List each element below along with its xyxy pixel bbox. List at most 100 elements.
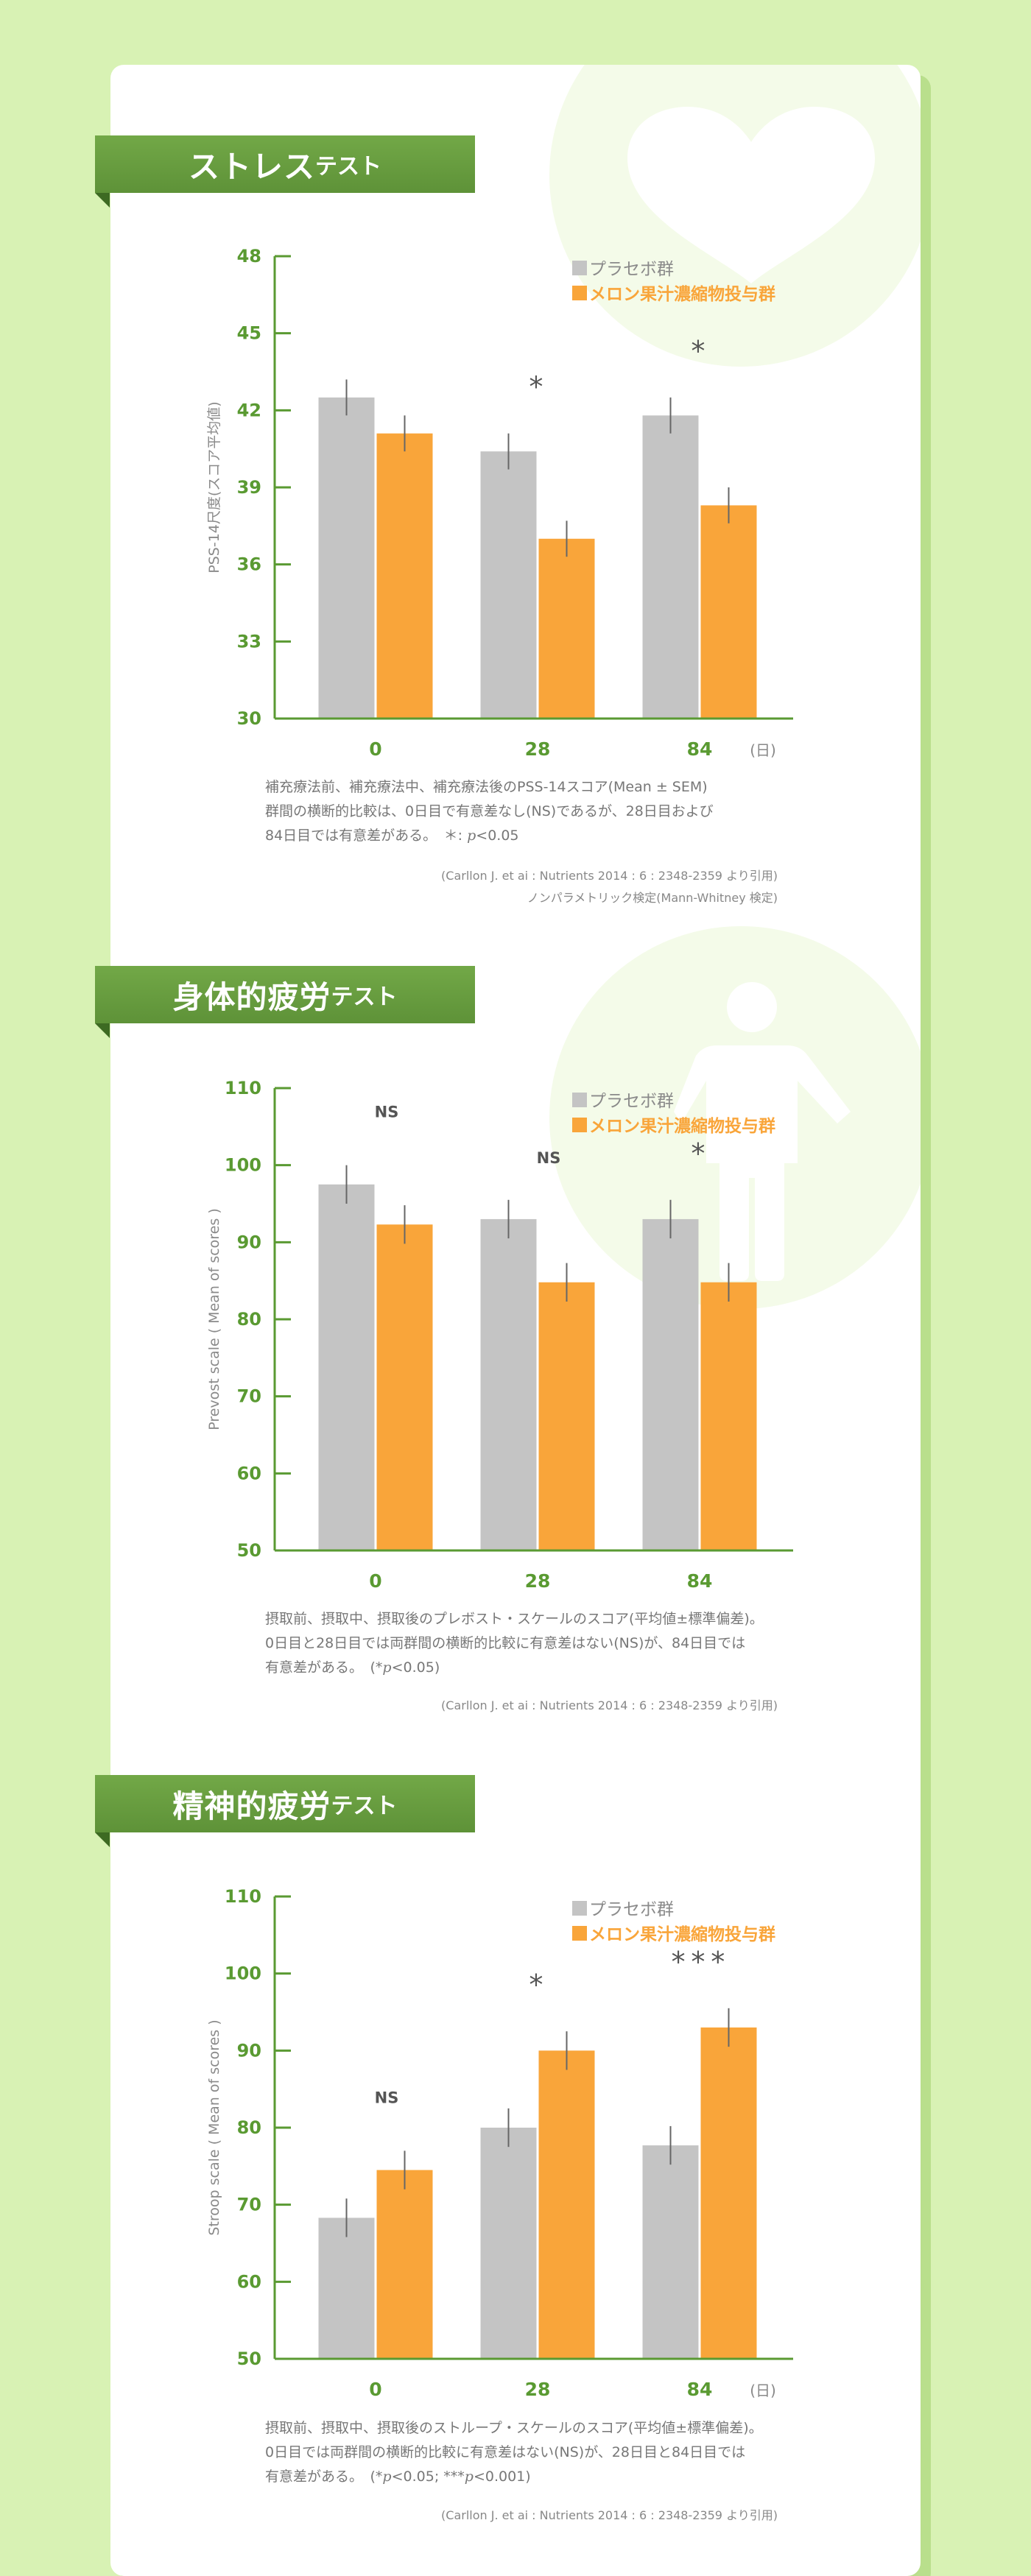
caption-line: 有意差がある。 (*p<0.05; ***p<0.001): [265, 2465, 854, 2489]
y-tick-label: 42: [237, 400, 261, 420]
y-tick-label: 50: [237, 1540, 261, 1561]
caption-text: 有意差がある。 (*: [265, 2469, 383, 2485]
caption-text: <0.001): [473, 2469, 531, 2485]
section-ribbon-physical-fatigue: 身体的疲労 テスト: [95, 966, 475, 1038]
section-title-sub: テスト: [331, 984, 398, 1010]
x-axis-unit: (日): [750, 741, 776, 759]
x-tick-label: 0: [369, 2379, 381, 2400]
legend-label: プラセボ群: [589, 1900, 674, 1919]
y-tick-label: 39: [237, 477, 261, 498]
caption-line: 有意差がある。 (*p<0.05): [265, 1656, 854, 1680]
legend-label: プラセボ群: [589, 1092, 674, 1111]
y-tick-label: 100: [225, 1155, 261, 1176]
section-title: 身体的疲労 テスト: [95, 966, 475, 1023]
x-tick-label: 0: [369, 1570, 381, 1592]
caption-line: 摂取前、摂取中、摂取後のストループ・スケールのスコア(平均値±標準偏差)。: [265, 2420, 763, 2436]
y-tick-label: 60: [237, 1463, 261, 1483]
caption-text: 有意差がある。 (*: [265, 1659, 383, 1676]
x-tick-label: 28: [525, 1570, 551, 1592]
caption-p: p: [464, 2469, 474, 2485]
section-title: 精神的疲労 テスト: [95, 1775, 475, 1832]
y-tick-label: 110: [225, 1886, 261, 1907]
y-axis-label: Stroop scale ( Mean of scores ): [206, 2019, 222, 2235]
significance-label: *: [528, 371, 548, 403]
bar-placebo: [480, 2128, 537, 2359]
bar-treatment: [538, 538, 595, 719]
x-axis-unit: (日): [750, 2382, 776, 2399]
citation: (Carllon J. et ai : Nutrients 2014 : 6 :…: [441, 1695, 778, 1717]
caption-line: 84日目では有意差がある。 ＊: p<0.05: [265, 824, 854, 848]
bar-placebo: [642, 415, 699, 719]
significance-label: *: [528, 1969, 548, 2001]
citation: (Carllon J. et ai : Nutrients 2014 : 6 :…: [441, 2505, 778, 2527]
y-tick-label: 70: [237, 2195, 261, 2215]
significance-label: NS: [537, 1149, 561, 1167]
x-tick-label: 84: [687, 1570, 713, 1592]
chart-caption: 摂取前、摂取中、摂取後のプレボスト・スケールのスコア(平均値±標準偏差)。 0日…: [265, 1607, 854, 1680]
x-tick-label: 84: [687, 2379, 713, 2400]
person-icon: [674, 982, 851, 1281]
y-tick-label: 70: [237, 1386, 261, 1407]
heart-icon: [627, 107, 875, 283]
bar-treatment: [700, 2027, 757, 2359]
y-axis-label: PSS-14尺度(スコア平均値): [206, 401, 222, 573]
y-tick-label: 80: [237, 2117, 261, 2138]
caption-text: <0.05): [391, 1659, 440, 1676]
y-tick-label: 50: [237, 2349, 261, 2369]
bar-placebo: [318, 2217, 375, 2359]
legend-swatch-placebo: [572, 261, 587, 275]
legend-swatch-treatment: [572, 1926, 587, 1941]
caption-p: p: [467, 828, 476, 844]
bar-placebo: [318, 397, 375, 719]
section-title-main: ストレス: [188, 148, 315, 185]
section-title-main: 身体的疲労: [172, 978, 331, 1015]
caption-p: p: [382, 1659, 392, 1676]
bar-treatment: [538, 1282, 595, 1550]
x-tick-label: 28: [525, 738, 551, 760]
y-tick-label: 110: [225, 1078, 261, 1098]
significance-label: NS: [375, 2089, 399, 2106]
y-tick-label: 45: [237, 323, 261, 344]
section-ribbon-mental-fatigue: 精神的疲労 テスト: [95, 1775, 475, 1847]
bar-placebo: [642, 2145, 699, 2359]
chart-caption: 摂取前、摂取中、摂取後のストループ・スケールのスコア(平均値±標準偏差)。 0日…: [265, 2416, 854, 2489]
x-tick-label: 28: [525, 2379, 551, 2400]
caption-text: 84日目では有意差がある。 ＊:: [265, 828, 468, 844]
legend-label: メロン果汁濃縮物投与群: [589, 284, 775, 304]
bar-treatment: [376, 1224, 433, 1550]
y-tick-label: 48: [237, 246, 261, 267]
significance-label: NS: [375, 1104, 399, 1121]
y-tick-label: 60: [237, 2271, 261, 2292]
caption-line: 補充療法前、補充療法中、補充療法後のPSS-14スコア(Mean ± SEM): [265, 779, 708, 795]
section-ribbon-stress: ストレス テスト: [95, 135, 475, 208]
caption-line: 0日目では両群間の横断的比較に有意差はない(NS)が、28日目と84日目では: [265, 2444, 746, 2460]
mental-fatigue-bar-chart: 50 60 70 80 90 100 110 Stroop scale ( Mean of s…: [206, 1886, 793, 2400]
caption-line: 摂取前、摂取中、摂取後のプレボスト・スケールのスコア(平均値±標準偏差)。: [265, 1611, 764, 1627]
legend-label: メロン果汁濃縮物投与群: [589, 1924, 775, 1944]
y-tick-label: 100: [225, 1963, 261, 1984]
legend-swatch-placebo: [572, 1093, 587, 1107]
legend-swatch-treatment: [572, 1118, 587, 1132]
bar-placebo: [318, 1184, 375, 1550]
significance-label: *: [690, 1137, 710, 1170]
x-tick-label: 0: [369, 738, 381, 760]
significance-label: *: [690, 335, 710, 367]
caption-line: 0日目と28日目では両群間の横断的比較に有意差はない(NS)が、84日目では: [265, 1635, 746, 1651]
section-title-sub: テスト: [315, 154, 381, 180]
y-tick-label: 90: [237, 2040, 261, 2061]
y-axis-label: Prevost scale ( Mean of scores ): [206, 1208, 222, 1430]
citation: (Carllon J. et ai : Nutrients 2014 : 6 :…: [441, 865, 778, 909]
significance-label: ***: [670, 1946, 730, 1978]
citation-text: (Carllon J. et ai : Nutrients 2014 : 6 :…: [441, 869, 778, 883]
bar-treatment: [538, 2050, 595, 2359]
section-title-sub: テスト: [331, 1793, 398, 1819]
y-tick-label: 30: [237, 708, 261, 729]
section-title: ストレス テスト: [95, 135, 475, 193]
x-tick-label: 84: [687, 738, 713, 760]
physical-fatigue-bar-chart: 50 60 70 80 90 100 110 Prevost scale ( Mean of …: [206, 1078, 793, 1592]
bar-treatment: [700, 505, 757, 719]
caption-text: <0.05: [476, 828, 519, 844]
bar-treatment: [700, 1282, 757, 1550]
test-note: ノンパラメトリック検定(Mann-Whitney 検定): [527, 891, 778, 905]
legend-swatch-treatment: [572, 286, 587, 300]
